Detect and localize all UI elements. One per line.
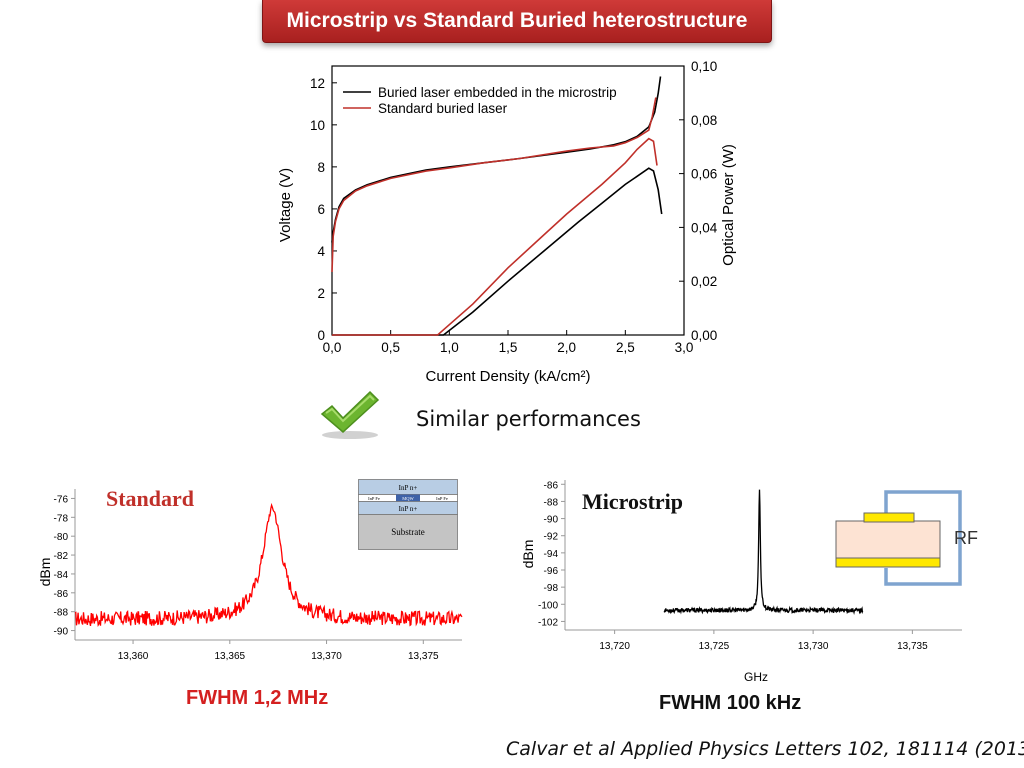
check-mark-icon — [318, 388, 382, 440]
std-y-ticks: -76 -78 -80 -82 -84 -86 -88 -90 — [54, 494, 75, 638]
microstrip-spectrum-chart: -86-88-90-92-94-96-98-100-102 13,720 13,7… — [520, 480, 962, 684]
std-spectrum-trace — [74, 502, 463, 627]
ms-x-tick-label: 13,730 — [798, 641, 829, 652]
iv-x-tick-label: 1,0 — [440, 340, 459, 355]
microstrip-structure-inset: RF — [834, 489, 984, 589]
standard-structure-inset: InP n+ InP Fe MQW InP Fe InP n+ Substrat… — [358, 479, 458, 550]
iv-x-tick-label: 0,0 — [323, 340, 342, 355]
ms-y-tick-label: -88 — [544, 497, 559, 508]
ms-spectrum-trace — [663, 489, 864, 615]
iv-y2-tick-label: 0,10 — [691, 59, 717, 74]
iv-legend: Buried laser embedded in the microstrip … — [343, 85, 617, 116]
ms-chart-title: Microstrip — [582, 489, 683, 514]
inset-top-layer: InP n+ — [399, 484, 418, 492]
standard-spectrum-chart: -76-78-80-82-84-86-88-90 13,360 13,365 13,… — [37, 486, 463, 662]
ms-y-tick-label: -86 — [544, 480, 559, 491]
ms-y-tick-label: -92 — [544, 532, 559, 543]
iv-series-line-voltage — [331, 97, 657, 273]
std-x-tick-label: 13,360 — [118, 651, 149, 662]
std-y-tick-label: -90 — [54, 627, 69, 638]
ms-x-ticks: 13,720 13,725 13,730 13,735 — [599, 630, 928, 652]
iv-y-tick-label: 10 — [310, 118, 325, 133]
iv-y2-tick-label: 0,00 — [691, 328, 717, 343]
iv-y-tick-label: 2 — [317, 286, 325, 301]
std-x-ticks: 13,360 13,365 13,370 13,375 — [118, 640, 439, 662]
iv-y2-tick-label: 0,04 — [691, 220, 718, 235]
iv-y2-axis-label: Optical Power (W) — [720, 144, 737, 266]
ms-y-tick-label: -102 — [538, 617, 558, 628]
ms-x-tick-label: 13,735 — [897, 641, 928, 652]
inset-substrate: Substrate — [391, 527, 425, 537]
iv-x-tick-label: 2,0 — [557, 340, 576, 355]
citation: Calvar et al Applied Physics Letters 102… — [506, 738, 1024, 760]
ms-x-axis-label: GHz — [744, 670, 768, 684]
inset-bottom-layer: InP n+ — [399, 505, 418, 513]
iv-power-chart: 0,0 0,5 1,0 1,5 2,0 2,5 3,0 0 2 4 6 8 10 12 0,00 0,02… — [277, 59, 737, 385]
similar-performances-text: Similar performances — [416, 407, 641, 431]
iv-y2-tick-label: 0,02 — [691, 274, 717, 289]
iv-y2-tick-label: 0,06 — [691, 167, 717, 182]
iv-y-tick-label: 8 — [317, 160, 325, 175]
std-y-tick-label: -88 — [54, 608, 69, 619]
microstrip-fwhm-label: FWHM 100 kHz — [659, 692, 802, 714]
std-x-tick-label: 13,365 — [215, 651, 246, 662]
std-y-tick-label: -84 — [54, 570, 69, 581]
std-y-tick-label: -78 — [54, 513, 69, 524]
iv-y2-ticks: 0,00 0,02 0,04 0,06 0,08 0,10 — [679, 59, 718, 343]
iv-series — [331, 76, 663, 336]
ms-y-axis-label: dBm — [520, 540, 536, 569]
std-y-tick-label: -80 — [54, 532, 69, 543]
legend-label-microstrip: Buried laser embedded in the microstrip — [378, 85, 617, 100]
inset-active-left: InP Fe — [368, 496, 380, 501]
iv-x-tick-label: 3,0 — [675, 340, 694, 355]
std-y-tick-label: -86 — [54, 589, 69, 600]
legend-label-standard: Standard buried laser — [378, 101, 508, 116]
iv-x-tick-label: 0,5 — [381, 340, 400, 355]
ms-x-tick-label: 13,725 — [699, 641, 730, 652]
ms-y-tick-label: -94 — [544, 549, 559, 560]
iv-y-tick-label: 0 — [317, 328, 325, 343]
iv-y-axis-label: Voltage (V) — [277, 168, 294, 242]
iv-y2-tick-label: 0,08 — [691, 113, 717, 128]
iv-x-axis-label: Current Density (kA/cm²) — [425, 368, 590, 385]
ms-y-tick-label: -96 — [544, 566, 559, 577]
std-y-tick-label: -82 — [54, 551, 69, 562]
std-y-tick-label: -76 — [54, 494, 69, 505]
iv-y-tick-label: 12 — [310, 76, 325, 91]
std-x-tick-label: 13,375 — [408, 651, 439, 662]
iv-x-tick-label: 2,5 — [616, 340, 635, 355]
ms-y-tick-label: -90 — [544, 515, 559, 526]
inset-active-right: InP Fe — [436, 496, 448, 501]
iv-y-ticks: 0 2 4 6 8 10 12 — [310, 76, 337, 343]
iv-x-tick-label: 1,5 — [499, 340, 518, 355]
ms-x-tick-label: 13,720 — [599, 641, 630, 652]
iv-series-line-power — [332, 167, 663, 336]
std-x-tick-label: 13,370 — [311, 651, 342, 662]
iv-series-line-power — [332, 137, 658, 336]
inset-rf-label: RF — [954, 528, 978, 548]
standard-fwhm-label: FWHM 1,2 MHz — [186, 687, 329, 709]
ms-y-tick-label: -100 — [538, 600, 558, 611]
ms-y-tick-label: -98 — [544, 583, 559, 594]
inset-active-center: MQW — [402, 496, 414, 501]
iv-y-tick-label: 6 — [317, 202, 325, 217]
iv-x-ticks: 0,0 0,5 1,0 1,5 2,0 2,5 3,0 — [323, 330, 694, 355]
std-y-axis-label: dBm — [37, 558, 53, 587]
slide-title-banner: Microstrip vs Standard Buried heterostru… — [262, 0, 772, 43]
iv-y-tick-label: 4 — [317, 244, 325, 259]
ms-y-ticks: -86 -88 -90 -92 -94 -96 -98 -100 -102 — [538, 480, 565, 628]
slide-title: Microstrip vs Standard Buried heterostru… — [286, 9, 748, 32]
std-chart-title: Standard — [106, 486, 194, 511]
